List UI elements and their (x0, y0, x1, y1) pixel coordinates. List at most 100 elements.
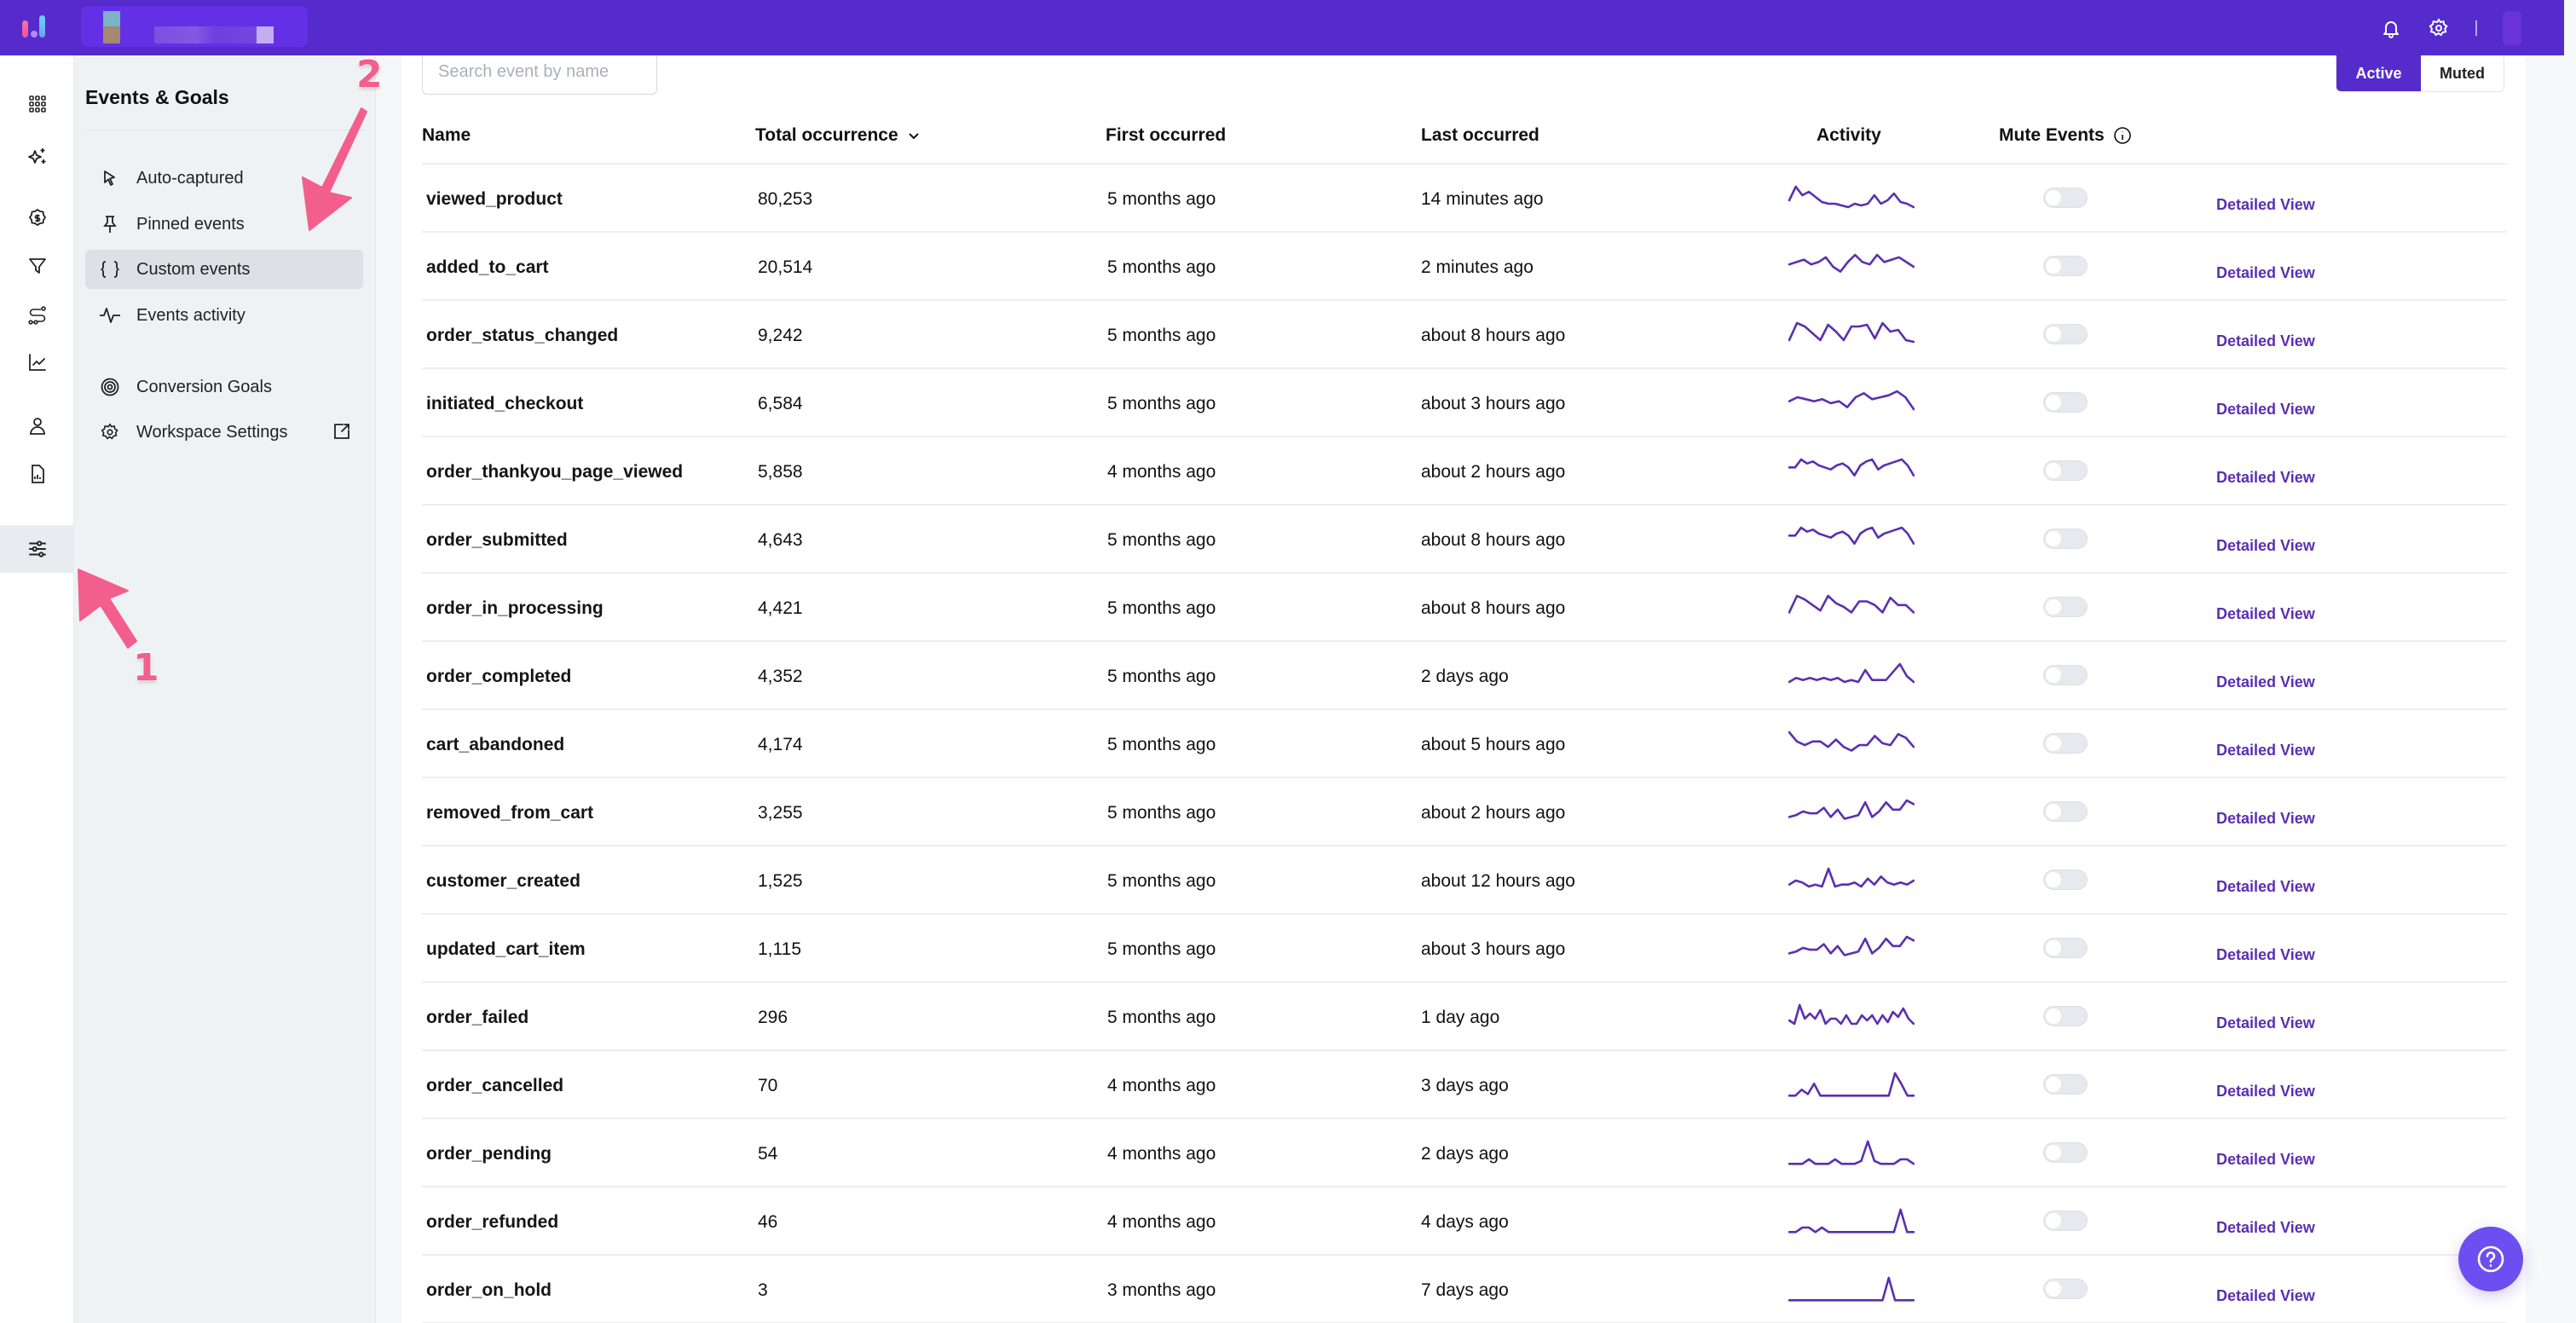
detailed-view-link[interactable]: Detailed View (2216, 264, 2315, 281)
nav-item-label: Pinned events (136, 214, 245, 234)
workspace-switcher[interactable] (81, 6, 308, 47)
detailed-view-link[interactable]: Detailed View (2216, 946, 2315, 963)
total-occurrence: 1,115 (758, 939, 801, 959)
mute-event-toggle[interactable] (2043, 1074, 2088, 1095)
last-occurred: 2 days ago (1421, 667, 1509, 686)
gear-icon (99, 421, 121, 443)
mute-event-toggle[interactable] (2043, 392, 2088, 413)
column-header-last-occurred[interactable]: Last occurred (1421, 125, 1539, 146)
table-row: order_pending 54 4 months ago 2 days ago… (422, 1119, 2507, 1187)
mute-event-toggle[interactable] (2043, 529, 2088, 549)
mute-event-toggle[interactable] (2043, 324, 2088, 344)
mute-event-toggle[interactable] (2043, 256, 2088, 276)
mute-event-toggle[interactable] (2043, 1210, 2088, 1231)
total-occurrence: 4,421 (758, 598, 803, 618)
activity-sparkline (1788, 867, 1915, 888)
bell-icon[interactable] (2380, 17, 2402, 39)
total-occurrence: 9,242 (758, 326, 803, 345)
journey-route-icon[interactable] (0, 298, 74, 332)
detailed-view-link[interactable]: Detailed View (2216, 332, 2315, 350)
table-row: removed_from_cart 3,255 5 months ago abo… (422, 778, 2507, 846)
table-row: order_submitted 4,643 5 months ago about… (422, 506, 2507, 574)
last-occurred: about 2 hours ago (1421, 803, 1566, 823)
mute-event-toggle[interactable] (2043, 869, 2088, 890)
detailed-view-link[interactable]: Detailed View (2216, 878, 2315, 895)
app-logo-icon[interactable] (20, 14, 49, 39)
mute-event-toggle[interactable] (2043, 1279, 2088, 1299)
help-button[interactable] (2458, 1227, 2523, 1291)
activity-sparkline (1788, 1276, 1915, 1302)
total-occurrence: 46 (758, 1212, 778, 1232)
info-icon[interactable] (2113, 126, 2132, 145)
mute-event-toggle[interactable] (2043, 801, 2088, 822)
first-occurred: 5 months ago (1107, 530, 1216, 550)
column-header-name[interactable]: Name (422, 125, 471, 146)
last-occurred: 14 minutes ago (1421, 189, 1544, 209)
user-avatar[interactable] (2503, 10, 2521, 45)
total-occurrence: 4,174 (758, 735, 803, 754)
mute-event-toggle[interactable] (2043, 188, 2088, 208)
report-file-icon[interactable] (0, 457, 74, 491)
detailed-view-link[interactable]: Detailed View (2216, 810, 2315, 827)
detailed-view-link[interactable]: Detailed View (2216, 1083, 2315, 1100)
last-occurred: 3 days ago (1421, 1076, 1509, 1095)
total-occurrence: 20,514 (758, 257, 813, 277)
nav-item-workspace-settings[interactable]: Workspace Settings (85, 413, 363, 452)
detailed-view-link[interactable]: Detailed View (2216, 537, 2315, 554)
detailed-view-link[interactable]: Detailed View (2216, 196, 2315, 213)
search-event-input[interactable]: Search event by name (422, 55, 657, 95)
total-occurrence: 54 (758, 1144, 778, 1164)
nav-item-pinned-events[interactable]: Pinned events (85, 205, 363, 244)
mute-event-toggle[interactable] (2043, 1142, 2088, 1163)
trend-chart-icon[interactable] (0, 345, 74, 379)
detailed-view-link[interactable]: Detailed View (2216, 1151, 2315, 1168)
first-occurred: 3 months ago (1107, 1280, 1216, 1300)
nav-item-auto-captured[interactable]: Auto-captured (85, 159, 363, 198)
nav-item-label: Custom events (136, 259, 251, 279)
mute-event-toggle[interactable] (2043, 597, 2088, 617)
last-occurred: 7 days ago (1421, 1280, 1509, 1300)
last-occurred: about 8 hours ago (1421, 598, 1566, 618)
tab-muted[interactable]: Muted (2421, 55, 2504, 91)
detailed-view-link[interactable]: Detailed View (2216, 673, 2315, 690)
column-header-total-occurrence[interactable]: Total occurrence (755, 125, 921, 146)
column-header-first-occurred[interactable]: First occurred (1106, 125, 1226, 146)
detailed-view-link[interactable]: Detailed View (2216, 1014, 2315, 1031)
cursor-pointer-icon (99, 167, 121, 189)
annotation-label-1: 1 (132, 645, 161, 691)
funnel-filter-icon[interactable] (0, 249, 74, 283)
detailed-view-link[interactable]: Detailed View (2216, 742, 2315, 759)
table-row: initiated_checkout 6,584 5 months ago ab… (422, 369, 2507, 437)
apps-grid-icon[interactable] (0, 87, 74, 121)
workspace-avatar-lower (103, 26, 120, 43)
detailed-view-link[interactable]: Detailed View (2216, 1219, 2315, 1236)
toggle-knob (2046, 326, 2061, 342)
revenue-dollar-icon[interactable] (0, 201, 74, 235)
mute-event-toggle[interactable] (2043, 733, 2088, 754)
sparkles-icon[interactable] (0, 140, 74, 174)
nav-item-label: Auto-captured (136, 168, 244, 188)
nav-item-events-activity[interactable]: Events activity (85, 296, 363, 335)
detailed-view-link[interactable]: Detailed View (2216, 605, 2315, 622)
user-icon[interactable] (0, 409, 74, 443)
detailed-view-link[interactable]: Detailed View (2216, 469, 2315, 486)
table-row: order_failed 296 5 months ago 1 day ago … (422, 983, 2507, 1051)
tab-active[interactable]: Active (2336, 55, 2421, 91)
column-label: Total occurrence (755, 125, 898, 145)
column-label: Name (422, 125, 471, 145)
settings-sliders-icon[interactable] (0, 525, 74, 573)
mute-event-toggle[interactable] (2043, 938, 2088, 958)
detailed-view-link[interactable]: Detailed View (2216, 1287, 2315, 1304)
table-row: order_on_hold 3 3 months ago 7 days ago … (422, 1256, 2507, 1323)
detailed-view-link[interactable]: Detailed View (2216, 401, 2315, 418)
gear-icon[interactable] (2428, 17, 2450, 39)
table-row: order_refunded 46 4 months ago 4 days ag… (422, 1187, 2507, 1256)
nav-item-conversion-goals[interactable]: Conversion Goals (85, 367, 363, 407)
first-occurred: 5 months ago (1107, 189, 1216, 209)
mute-event-toggle[interactable] (2043, 460, 2088, 481)
mute-event-toggle[interactable] (2043, 665, 2088, 685)
activity-sparkline (1788, 253, 1915, 273)
mute-event-toggle[interactable] (2043, 1006, 2088, 1026)
nav-item-custom-events[interactable]: Custom events (85, 250, 363, 289)
events-table-body: viewed_product 80,253 5 months ago 14 mi… (422, 165, 2507, 1323)
